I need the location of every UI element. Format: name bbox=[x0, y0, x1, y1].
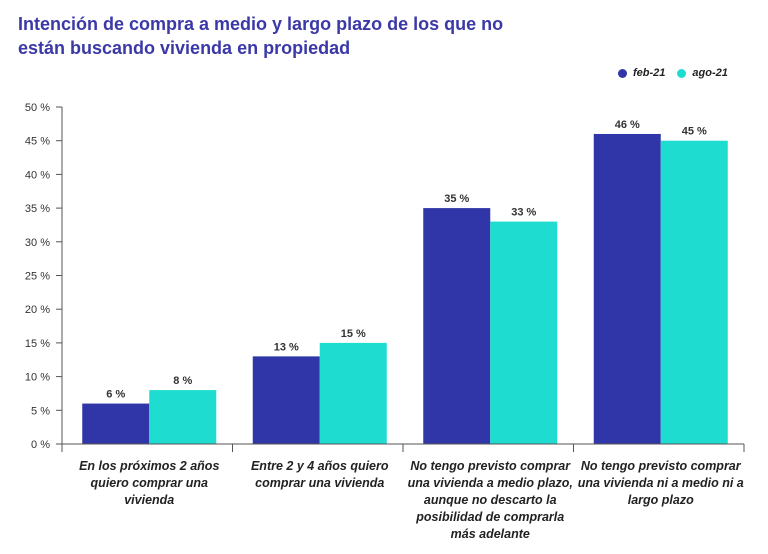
bar-ago-21-3 bbox=[490, 221, 558, 444]
y-tick-label: 5 % bbox=[31, 405, 50, 417]
legend-item-feb-21: feb-21 bbox=[618, 67, 665, 79]
legend: feb-21 ago-21 bbox=[618, 67, 740, 79]
data-label-ago-21-4: 45 % bbox=[682, 126, 707, 138]
bar-feb-21-2 bbox=[252, 356, 320, 444]
y-tick-label: 45 % bbox=[25, 136, 50, 148]
legend-swatch-feb-21 bbox=[618, 68, 627, 78]
bar-feb-21-1 bbox=[82, 403, 150, 444]
x-category-label: No tengo previsto comprar una vivienda n… bbox=[577, 459, 744, 507]
y-tick-label: 35 % bbox=[25, 203, 50, 215]
data-label-feb-21-2: 13 % bbox=[274, 341, 299, 353]
data-label-feb-21-1: 6 % bbox=[106, 389, 125, 401]
bar-ago-21-4 bbox=[660, 140, 728, 444]
data-label-feb-21-3: 35 % bbox=[444, 193, 469, 205]
x-category-label: Entre 2 y 4 años quiero comprar una vivi… bbox=[250, 459, 389, 490]
data-label-feb-21-4: 46 % bbox=[615, 119, 640, 131]
bar-feb-21-3 bbox=[423, 208, 491, 444]
y-tick-label: 0 % bbox=[31, 439, 50, 451]
y-tick-label: 25 % bbox=[25, 271, 50, 283]
y-tick-label: 30 % bbox=[25, 237, 50, 249]
legend-swatch-ago-21 bbox=[677, 68, 687, 78]
data-label-ago-21-3: 33 % bbox=[511, 207, 536, 219]
y-tick-label: 50 % bbox=[25, 102, 50, 114]
bar-feb-21-4 bbox=[593, 133, 661, 444]
y-tick-label: 10 % bbox=[25, 372, 50, 384]
x-category-label: En los próximos 2 años quiero comprar un… bbox=[79, 459, 220, 507]
y-tick-label: 15 % bbox=[25, 338, 50, 350]
y-tick-label: 20 % bbox=[25, 304, 50, 316]
y-tick-label: 40 % bbox=[25, 169, 50, 181]
chart-title: Intención de compra a medio y largo plaz… bbox=[18, 14, 504, 58]
legend-label-feb-21: feb-21 bbox=[633, 67, 666, 79]
bar-ago-21-1 bbox=[149, 390, 217, 444]
data-label-ago-21-2: 15 % bbox=[341, 328, 366, 340]
legend-label-ago-21: ago-21 bbox=[692, 67, 728, 79]
data-label-ago-21-1: 8 % bbox=[173, 375, 192, 387]
legend-item-ago-21: ago-21 bbox=[677, 67, 728, 79]
x-category-label: No tengo previsto comprar una vivienda a… bbox=[407, 459, 573, 541]
bar-ago-21-2 bbox=[319, 342, 387, 444]
